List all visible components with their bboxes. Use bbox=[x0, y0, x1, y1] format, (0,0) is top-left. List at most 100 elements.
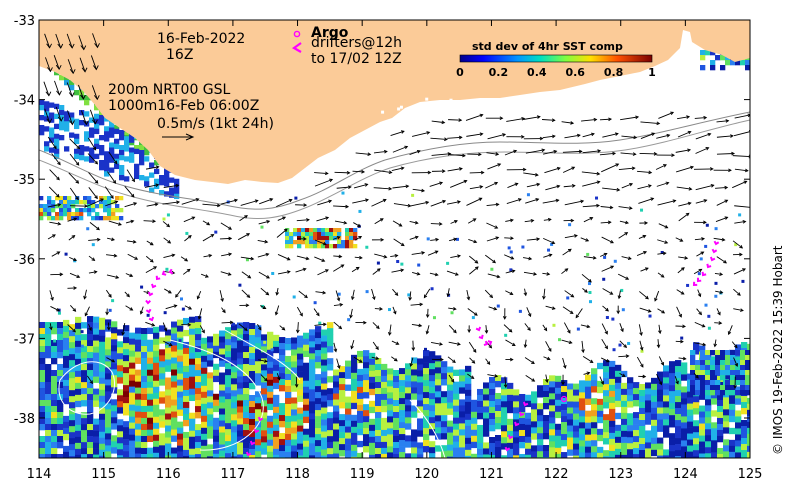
sst-cell bbox=[686, 283, 690, 287]
sst-cell bbox=[333, 429, 340, 436]
sst-cell bbox=[153, 434, 160, 442]
sst-cell bbox=[609, 456, 616, 458]
sst-cell bbox=[189, 394, 196, 402]
current-arrow bbox=[504, 254, 515, 260]
sst-cell bbox=[81, 364, 88, 371]
current-arrow bbox=[526, 182, 541, 188]
sst-cell bbox=[39, 125, 45, 131]
sst-cell bbox=[189, 430, 196, 438]
coast-speckle bbox=[667, 110, 671, 114]
sst-cell bbox=[543, 397, 550, 404]
sst-cell bbox=[237, 382, 244, 389]
current-arrow bbox=[146, 240, 154, 246]
sst-cell bbox=[561, 428, 568, 435]
current-arrow bbox=[425, 308, 430, 319]
current-arrow bbox=[618, 166, 636, 171]
sst-cell bbox=[705, 423, 712, 430]
sst-cell bbox=[591, 446, 598, 453]
sst-cell bbox=[249, 437, 256, 444]
sst-cell bbox=[93, 322, 100, 329]
current-arrow bbox=[542, 272, 551, 276]
sst-cell bbox=[124, 146, 130, 152]
drifter-chevron bbox=[147, 291, 154, 297]
sst-cell bbox=[675, 456, 682, 458]
sst-cell bbox=[351, 438, 358, 446]
sst-cell bbox=[213, 399, 220, 407]
sst-cell bbox=[81, 394, 88, 401]
sst-cell bbox=[44, 106, 50, 112]
sst-cell bbox=[87, 364, 94, 371]
sst-cell bbox=[526, 193, 530, 197]
sst-cell bbox=[327, 364, 334, 371]
sst-cell bbox=[291, 373, 298, 380]
sst-cell bbox=[351, 366, 358, 374]
sst-cell bbox=[627, 455, 634, 458]
sst-cell bbox=[309, 236, 314, 241]
current-arrow bbox=[425, 325, 430, 335]
sst-cell bbox=[693, 402, 700, 409]
drifter-chevron bbox=[145, 308, 152, 314]
sst-cell bbox=[723, 403, 730, 410]
current-arrow bbox=[469, 266, 479, 275]
sst-cell bbox=[693, 444, 700, 451]
sst-cell bbox=[423, 446, 430, 453]
sst-cell bbox=[81, 418, 88, 425]
sst-cell bbox=[387, 404, 394, 411]
coast-speckle bbox=[451, 129, 455, 133]
sst-cell bbox=[602, 277, 606, 281]
sst-cell bbox=[615, 436, 622, 444]
current-arrow bbox=[408, 291, 412, 301]
sst-cell bbox=[225, 387, 232, 394]
current-arrow bbox=[602, 132, 619, 138]
sst-cell bbox=[729, 445, 736, 453]
sst-cell bbox=[633, 382, 640, 389]
sst-cell bbox=[621, 448, 628, 456]
sst-cell bbox=[207, 360, 214, 367]
sst-cell bbox=[504, 333, 508, 337]
sst-cell bbox=[243, 400, 250, 407]
sst-cell bbox=[573, 437, 580, 444]
colorbar bbox=[459, 54, 653, 63]
sst-cell bbox=[165, 419, 172, 426]
sst-cell bbox=[159, 367, 166, 374]
sst-cell bbox=[567, 413, 574, 420]
coast-speckle bbox=[518, 134, 522, 138]
current-arrow bbox=[260, 287, 270, 296]
sst-cell bbox=[357, 368, 364, 376]
sst-cell bbox=[700, 390, 706, 396]
sst-cell bbox=[81, 442, 88, 449]
current-arrow bbox=[542, 149, 558, 155]
sst-cell bbox=[114, 138, 120, 145]
current-arrow bbox=[486, 222, 499, 229]
sst-cell bbox=[45, 376, 52, 383]
sst-cell bbox=[405, 387, 412, 394]
sst-cell bbox=[285, 373, 292, 381]
sst-cell bbox=[705, 411, 712, 418]
current-arrow bbox=[697, 289, 702, 298]
sst-cell bbox=[119, 196, 124, 201]
argo-float-marker bbox=[560, 395, 568, 403]
current-arrow bbox=[371, 356, 380, 360]
drifter-chevron bbox=[483, 340, 489, 346]
current-arrow bbox=[163, 183, 180, 189]
sst-cell bbox=[69, 432, 76, 439]
current-arrow bbox=[599, 252, 608, 257]
current-arrow bbox=[295, 322, 300, 334]
current-arrow bbox=[257, 239, 269, 244]
current-arrow bbox=[219, 236, 233, 241]
sst-cell bbox=[39, 376, 46, 383]
sst-cell bbox=[105, 397, 112, 404]
sst-cell bbox=[555, 447, 562, 455]
sst-cell bbox=[657, 383, 664, 390]
sst-cell bbox=[255, 331, 262, 338]
sst-cell bbox=[375, 418, 382, 425]
sst-cell bbox=[321, 395, 328, 402]
sst-cell bbox=[735, 386, 742, 393]
sst-cell bbox=[381, 387, 388, 395]
sst-cell bbox=[99, 449, 106, 457]
sst-cell bbox=[717, 435, 724, 443]
sst-cell bbox=[111, 435, 118, 442]
sst-cell bbox=[51, 216, 56, 221]
sst-cell bbox=[255, 361, 262, 368]
sst-cell bbox=[105, 343, 112, 350]
